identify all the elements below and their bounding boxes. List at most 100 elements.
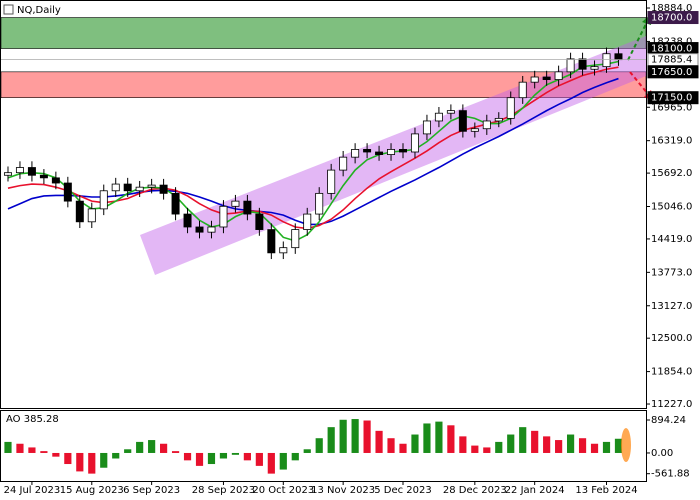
chart-title: NQ,Daily bbox=[17, 5, 61, 16]
y-tick-label: 16965.0 bbox=[651, 102, 692, 113]
candle-body bbox=[39, 174, 48, 179]
ao-bar bbox=[507, 434, 515, 453]
y-tick-label: 18238.0 bbox=[651, 36, 692, 47]
candle-body bbox=[422, 120, 431, 135]
x-tick-label: 22 Jan 2024 bbox=[505, 485, 565, 496]
candle-body bbox=[518, 81, 527, 99]
ao-bar bbox=[16, 443, 24, 453]
y-tick-label: 13127.0 bbox=[651, 301, 692, 312]
x-tick-label: 15 Aug 2023 bbox=[60, 485, 124, 496]
candle-body bbox=[291, 229, 300, 249]
candle-body bbox=[51, 177, 60, 184]
candle-body bbox=[542, 76, 551, 80]
ao-bar bbox=[578, 438, 587, 453]
price-level-label: 17650.0 bbox=[651, 67, 692, 78]
ao-bar bbox=[411, 434, 419, 453]
candle-body bbox=[566, 58, 575, 73]
candle-body bbox=[3, 172, 12, 176]
price-level-label: 18700.0 bbox=[651, 13, 692, 24]
ao-bar bbox=[112, 452, 120, 459]
ao-bar bbox=[303, 449, 311, 453]
y-tick-label: 13773.0 bbox=[651, 267, 692, 278]
candle-body bbox=[578, 58, 587, 70]
y-tick-label: 14419.0 bbox=[651, 234, 692, 245]
ao-bar bbox=[315, 438, 323, 453]
ao-bar bbox=[100, 452, 108, 468]
ao-bar bbox=[195, 452, 204, 466]
ao-bar bbox=[495, 441, 503, 453]
ao-bar bbox=[483, 447, 491, 453]
candle-body bbox=[339, 156, 348, 171]
y-tick-label: 15692.0 bbox=[651, 168, 692, 179]
ao-bar bbox=[136, 441, 144, 453]
bear-arrow bbox=[629, 71, 649, 95]
ao-bar bbox=[435, 421, 443, 453]
candle-body bbox=[267, 229, 276, 254]
candle-body bbox=[434, 112, 443, 122]
ao-bar bbox=[88, 452, 96, 474]
price-level-box bbox=[647, 11, 699, 25]
ao-bar bbox=[243, 452, 251, 461]
candle-body bbox=[27, 167, 36, 176]
ao-bar bbox=[291, 452, 299, 461]
ao-bar bbox=[471, 445, 479, 453]
candle-body bbox=[303, 213, 312, 230]
ao-bar bbox=[590, 443, 599, 453]
x-tick-label: 24 Jul 2023 bbox=[4, 485, 61, 496]
candle-body bbox=[195, 226, 204, 233]
x-tick-label: 28 Sep 2023 bbox=[192, 485, 255, 496]
ao-bar bbox=[171, 451, 180, 453]
ao-bar bbox=[351, 419, 359, 453]
candle-body bbox=[602, 53, 611, 68]
candle-body bbox=[470, 128, 479, 132]
y-tick-label: 894.24 bbox=[651, 415, 686, 426]
candle-body bbox=[279, 247, 288, 254]
zone bbox=[0, 71, 647, 98]
ao-bar bbox=[148, 440, 156, 453]
y-tick-label: 18884.0 bbox=[651, 3, 692, 14]
ao-bar bbox=[614, 438, 623, 453]
ao-bar bbox=[160, 443, 168, 453]
candle-body bbox=[15, 167, 24, 174]
candle-body bbox=[387, 149, 396, 155]
moving-average bbox=[7, 77, 619, 226]
zones bbox=[0, 17, 647, 98]
y-tick-label: 0.00 bbox=[651, 448, 673, 459]
candle-body bbox=[446, 110, 455, 114]
y-tick-label: -561.88 bbox=[651, 469, 690, 480]
candle-body bbox=[183, 213, 192, 228]
x-tick-label: 5 Dec 2023 bbox=[374, 485, 432, 496]
price-level-box bbox=[647, 91, 699, 105]
price-level-label: 17150.0 bbox=[651, 93, 692, 104]
ao-bar bbox=[543, 436, 551, 453]
ao-bar bbox=[4, 441, 12, 453]
ao-bar bbox=[339, 419, 347, 453]
ao-bar bbox=[375, 430, 383, 453]
candle-body bbox=[458, 110, 467, 132]
ao-bar bbox=[363, 420, 371, 453]
candle-body bbox=[207, 226, 216, 233]
x-tick-label: 6 Sep 2023 bbox=[123, 485, 180, 496]
candle-body bbox=[530, 76, 539, 83]
ao-bar bbox=[267, 452, 275, 474]
y-tick-label: 11854.0 bbox=[651, 367, 692, 378]
candle-body bbox=[63, 182, 72, 202]
ao-bar bbox=[447, 425, 455, 453]
moving-average bbox=[7, 60, 619, 242]
candle-body bbox=[590, 66, 599, 70]
zone bbox=[0, 17, 647, 49]
ao-bar bbox=[255, 452, 263, 466]
candle-body bbox=[219, 205, 228, 228]
candle-body bbox=[363, 149, 372, 153]
candle-body bbox=[554, 71, 563, 80]
candle-body bbox=[99, 190, 108, 210]
ao-bar bbox=[555, 440, 563, 453]
plot bbox=[3, 47, 623, 474]
candle-body bbox=[135, 186, 144, 192]
candle-body bbox=[410, 133, 419, 153]
candle-body bbox=[399, 149, 407, 153]
candle-body bbox=[315, 192, 324, 215]
ao-bar bbox=[566, 434, 575, 453]
moving-average bbox=[7, 66, 619, 230]
